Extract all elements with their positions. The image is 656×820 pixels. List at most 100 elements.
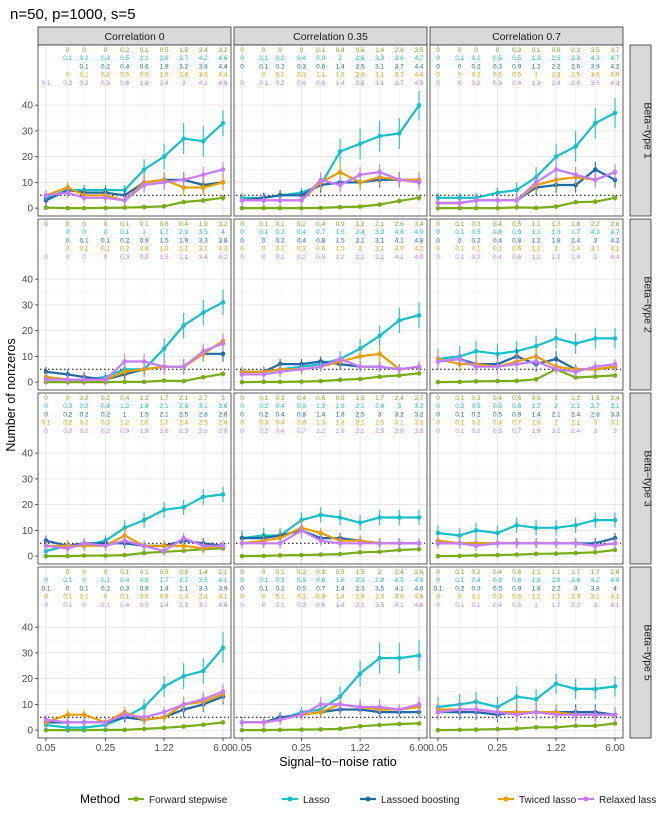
annotation-label: 0.4 [276, 428, 285, 435]
data-point [592, 177, 598, 183]
annotation-label: 0.1 [120, 594, 129, 601]
annotation-label: 1.6 [140, 420, 149, 427]
annotation-label: 4.4 [218, 72, 227, 79]
annotation-label: 1.2 [120, 420, 129, 427]
series-line [242, 708, 419, 724]
data-point [161, 684, 167, 689]
annotation-label: 3.5 [375, 602, 384, 609]
data-point [318, 727, 323, 732]
annotation-label: 0.2 [472, 420, 481, 427]
annotation-label: 2.4 [199, 594, 208, 601]
annotation-label: 1 [142, 229, 146, 236]
annotation-label: 1.5 [336, 229, 345, 236]
annotation-label: 3.7 [179, 55, 188, 62]
annotation-label: 0.8 [512, 237, 521, 244]
annotation-label: 0 [436, 229, 440, 236]
data-point [318, 177, 323, 183]
annotation-label: 0.1 [455, 602, 464, 609]
data-point [220, 300, 226, 305]
annotation-label: 0.6 [316, 80, 325, 87]
data-point [103, 720, 108, 725]
annotation-label: 0.1 [63, 577, 72, 584]
annotation-label: 0 [458, 80, 462, 87]
annotation-label: 1.7 [552, 594, 561, 601]
panel-border [233, 392, 428, 565]
annotation-label: 3.2 [395, 411, 404, 418]
annotation-label: 2.1 [179, 254, 188, 261]
x-tick-label: 0.05 [428, 743, 448, 754]
series-line [438, 196, 616, 210]
annotation-label: 0.1 [120, 221, 129, 228]
annotation-label: 0.3 [472, 72, 481, 79]
annotation-label: 3.1 [610, 403, 619, 410]
data-point [43, 543, 49, 549]
data-point [495, 726, 500, 732]
data-point [65, 377, 71, 382]
data-point [357, 549, 363, 555]
data-point [141, 366, 147, 372]
panel: 0 0 0 0.2 0.1 0.5 1.5 2.4 3.20.1 0.2 0.3 0.5 2.1 2.6 3… [22, 44, 232, 217]
annotation-label: 0 [240, 47, 244, 54]
x-tick-label: 0.05 [232, 743, 252, 754]
annotation-label: 0.9 [512, 411, 521, 418]
annotation-label: 2.3 [356, 585, 365, 592]
annotation-label: 0 [82, 254, 86, 261]
data-point [495, 378, 500, 384]
annotation-label: 4.3 [591, 55, 600, 62]
panel-border [429, 44, 624, 217]
annotation-label: 1.3 [316, 403, 325, 410]
annotation-label: 0 [458, 63, 462, 70]
annotation-label: 2.1 [356, 420, 365, 427]
annotation-label: 0.1 [41, 80, 50, 87]
legend-swatch-point [287, 796, 293, 802]
annotation-label: 0 [262, 594, 266, 601]
data-point [220, 195, 226, 201]
annotation-label: 0.4 [493, 420, 502, 427]
annotation-label: 1.1 [532, 246, 541, 253]
annotation-label: 1.5 [532, 428, 541, 435]
panel: 0 0.1 0.1 0.2 0.4 0.9 1.2 2.1 2.6 3.40 0.1 0.2 0.4 0.… [233, 218, 428, 391]
annotation-label: 0.2 [276, 229, 285, 236]
annotation-label: 0 [436, 569, 440, 576]
annotation-label: 4.1 [610, 246, 619, 253]
annotation-label: 4.2 [610, 63, 619, 70]
annotation-label: 0.2 [297, 246, 306, 253]
data-point [457, 356, 463, 362]
legend: Method Forward stepwise Lasso Lassoed boos… [80, 792, 656, 806]
annotation-label: 0.6 [316, 602, 325, 609]
annotation-label: 0 [262, 246, 266, 253]
data-point [141, 726, 147, 732]
annotation-label: 0 [66, 47, 70, 54]
series-forward-stepwise [239, 721, 422, 733]
data-point [377, 333, 382, 339]
annotation-label: 0 [44, 428, 48, 435]
annotation-label: 0 [458, 237, 462, 244]
data-point [612, 517, 618, 523]
annotation-label: 0.2 [276, 585, 285, 592]
data-point [573, 341, 578, 346]
annotation-label: 0.1 [259, 395, 268, 402]
annotation-label: 1.2 [532, 63, 541, 70]
data-point [200, 348, 206, 354]
annotation-label: 0 [82, 577, 86, 584]
annotation-label: 0.5 [472, 403, 481, 410]
series-line [46, 342, 224, 381]
annotation-label: 0.5 [297, 577, 306, 584]
annotation-label: 2.4 [199, 47, 208, 54]
data-point [337, 551, 343, 557]
data-point [357, 141, 363, 147]
annotation-label: 4.8 [414, 237, 423, 244]
annotation-label: 0.5 [512, 221, 521, 228]
data-point [103, 553, 108, 558]
data-point [514, 726, 519, 731]
annotation-label: 0.4 [493, 237, 502, 244]
data-point [141, 379, 147, 385]
annotation-label: 0.1 [455, 420, 464, 427]
data-point [533, 551, 539, 557]
annotation-label: 2.3 [356, 577, 365, 584]
annotation-label: 2.5 [199, 420, 208, 427]
series-forward-stepwise [239, 370, 422, 385]
annotation-label: 4.7 [610, 55, 619, 62]
annotation-label: 2 [554, 246, 558, 253]
data-point [103, 543, 108, 549]
